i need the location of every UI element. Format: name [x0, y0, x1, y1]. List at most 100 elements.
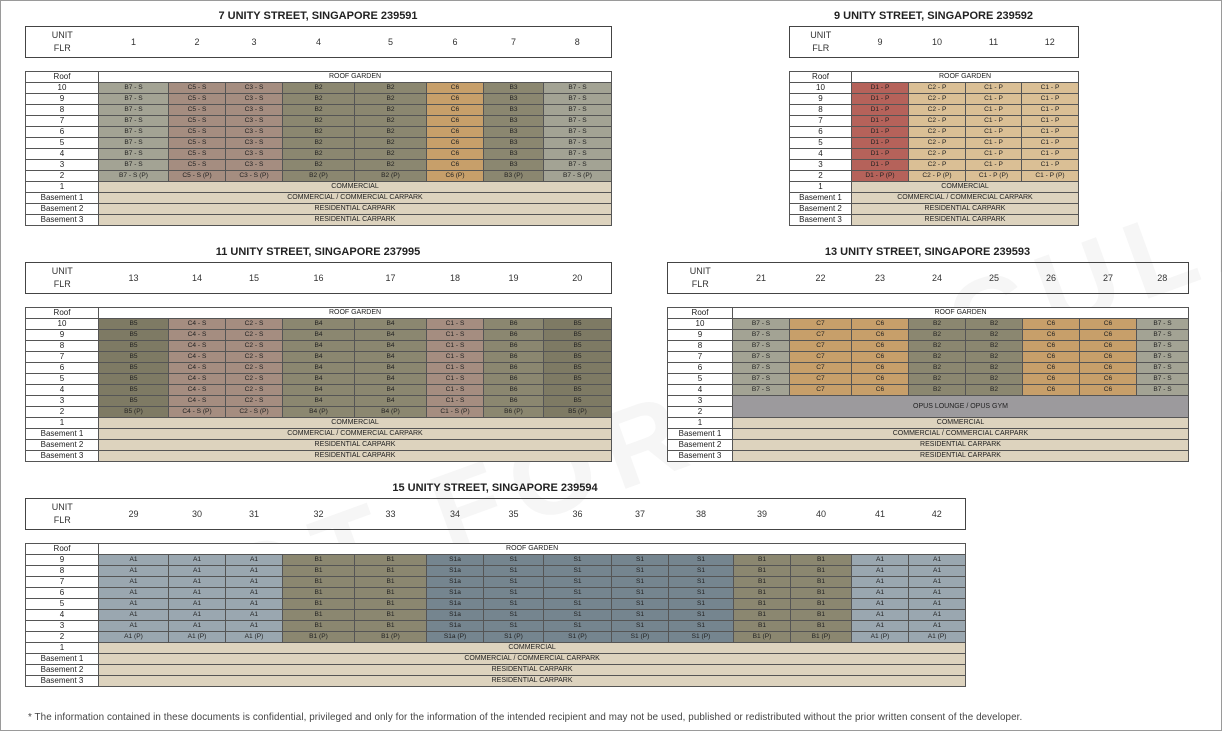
unit-type-cell: C4 - S: [168, 373, 226, 385]
unit-type-cell: C1 - P: [1021, 148, 1079, 160]
unit-type-cell: B6: [483, 318, 544, 330]
floor-row: 6 B5 C4 - S C2 - S B4 B4 C1 - S B6 B5: [25, 362, 612, 374]
unit-type-cell: B5: [543, 384, 612, 396]
unit-type-cell: C2 - S (P): [225, 406, 283, 418]
unit-type-cell: S1a: [426, 565, 484, 577]
unit-type-cell: B1: [790, 576, 852, 588]
basement-2-usage: RESIDENTIAL CARPARK: [851, 203, 1079, 215]
unit-type-cell: C4 - S: [168, 395, 226, 407]
unit-type-cell: C4 - S: [168, 329, 226, 341]
building-title: 11 UNITY STREET, SINGAPORE 237995: [215, 246, 421, 258]
unit-type-cell: C5 - S: [168, 93, 226, 105]
unit-type-cell: C5 - S: [168, 115, 226, 127]
floor-label: 5: [25, 373, 99, 385]
floor-label: 10: [667, 318, 733, 330]
unit-type-cell: C6: [426, 137, 484, 149]
floor-label: 7: [25, 115, 99, 127]
floor-row: 6 B7 - S C5 - S C3 - S B2 B2 C6 B3 B7 - S: [25, 126, 612, 138]
roof-garden: ROOF GARDEN: [851, 71, 1079, 83]
unit-type-cell: C1 - P: [1021, 104, 1079, 116]
floor-label: 9: [25, 554, 99, 566]
unit-type-cell: B4 (P): [354, 406, 427, 418]
opus-lounge-gym: OPUS LOUNGE / OPUS GYM: [732, 395, 1189, 418]
unit-type-cell: C7: [789, 373, 852, 385]
unit-type-cell: C5 - S: [168, 82, 226, 94]
unit-type-cell: C2 - P: [908, 82, 966, 94]
unit-type-cell: C6: [1079, 351, 1137, 363]
floor-label: 7: [25, 351, 99, 363]
unit-type-cell: C6: [851, 340, 909, 352]
unit-type-cell: D1 - P: [851, 115, 909, 127]
floor-row: Basement 1 COMMERCIAL / COMMERCIAL CARPAR…: [25, 428, 612, 440]
unit-type-cell: B4: [354, 340, 427, 352]
floor-label: Basement 2: [667, 439, 733, 451]
unit-type-cell: C2 - S: [225, 340, 283, 352]
unit-type-cell: C1 - P: [965, 126, 1022, 138]
unit-type-cell: B2: [965, 329, 1023, 341]
unit-type-cell: C1 - S: [426, 362, 484, 374]
unit-type-cell: B4: [282, 362, 355, 374]
unit-type-cell: B1: [282, 598, 355, 610]
floor-row: 4 A1 A1 A1 B1 B1 S1a S1 S1 S1 S1 B1 B1 A1 A1: [25, 609, 967, 621]
unit-type-cell: C1 - S: [426, 318, 484, 330]
unit-type-cell: B7 - S: [732, 373, 790, 385]
unit-type-cell: C5 - S: [168, 104, 226, 116]
unit-type-cell: B7 - S: [732, 340, 790, 352]
floor-row: 3 B5 C4 - S C2 - S B4 B4 C1 - S B6 B5: [25, 395, 612, 407]
unit-type-cell: C3 - S: [225, 137, 283, 149]
unit-type-cell: B4: [354, 351, 427, 363]
floor-row: Roof ROOF GARDEN: [667, 307, 1189, 319]
floor-row: 10 B5 C4 - S C2 - S B4 B4 C1 - S B6 B5: [25, 318, 612, 330]
unit-type-cell: C1 - P: [1021, 82, 1079, 94]
unit-type-cell: B7 - S: [98, 137, 169, 149]
unit-type-cell: C4 - S: [168, 340, 226, 352]
unit-label: UNIT: [810, 30, 832, 40]
unit-type-cell: C3 - S: [225, 126, 283, 138]
unit-number: 7: [510, 37, 516, 47]
commercial-level: COMMERCIAL: [98, 417, 612, 429]
unit-type-cell: S1: [483, 620, 544, 632]
unit-number: 6: [452, 37, 458, 47]
unit-label: UNIT: [51, 30, 73, 40]
block-7-unity-street: 7 UNITY STREET, SINGAPORE 239591 UNIT FLR 1…: [25, 10, 612, 226]
unit-number: 9: [877, 37, 883, 47]
commercial-level: COMMERCIAL: [98, 181, 612, 193]
unit-type-cell: B7 - S: [98, 104, 169, 116]
floor-row: Basement 3 RESIDENTIAL CARPARK: [25, 214, 612, 226]
unit-type-cell: B1: [790, 587, 852, 599]
unit-type-cell: S1a: [426, 587, 484, 599]
unit-number: 40: [815, 509, 826, 519]
unit-type-cell: S1a: [426, 598, 484, 610]
floor-row: 1 COMMERCIAL: [667, 417, 1189, 429]
floor-row: Basement 3 RESIDENTIAL CARPARK: [789, 214, 1079, 226]
floor-row: 1 COMMERCIAL: [25, 417, 612, 429]
floor-label: 2: [25, 631, 99, 643]
unit-type-cell: B1 (P): [282, 631, 355, 643]
unit-type-cell: B2: [908, 351, 966, 363]
unit-type-cell: S1: [668, 620, 734, 632]
unit-type-cell: B5 (P): [98, 406, 169, 418]
unit-type-cell: B4: [282, 318, 355, 330]
roof-garden: ROOF GARDEN: [98, 71, 612, 83]
unit-type-cell: B2: [282, 148, 355, 160]
floor-label: 7: [667, 351, 733, 363]
commercial-level: COMMERCIAL: [732, 417, 1189, 429]
unit-type-cell: A1: [98, 576, 169, 588]
floor-row: 3 A1 A1 A1 B1 B1 S1a S1 S1 S1 S1 B1 B1 A1 A1: [25, 620, 967, 632]
building-title: 9 UNITY STREET, SINGAPORE 239592: [833, 10, 1034, 22]
block-11-unity-street: 11 UNITY STREET, SINGAPORE 237995 UNIT FLR…: [25, 246, 612, 462]
unit-number: 11: [988, 37, 999, 47]
floor-label: 1: [667, 417, 733, 429]
unit-type-cell: B5: [98, 384, 169, 396]
unit-type-cell: A1: [168, 587, 226, 599]
unit-type-cell: C6: [1079, 340, 1137, 352]
unit-type-cell: B2: [908, 384, 966, 396]
floor-row: Basement 2 RESIDENTIAL CARPARK: [789, 203, 1079, 215]
unit-type-cell: B2: [354, 126, 427, 138]
floor-row: 7 B7 - S C5 - S C3 - S B2 B2 C6 B3 B7 - S: [25, 115, 612, 127]
unit-type-cell: C2 - P (P): [908, 170, 966, 182]
floor-label: 9: [667, 329, 733, 341]
unit-type-cell: B1: [790, 565, 852, 577]
basement-1-usage: COMMERCIAL / COMMERCIAL CARPARK: [98, 192, 612, 204]
floor-row: 5 A1 A1 A1 B1 B1 S1a S1 S1 S1 S1 B1 B1 A1 A1: [25, 598, 967, 610]
